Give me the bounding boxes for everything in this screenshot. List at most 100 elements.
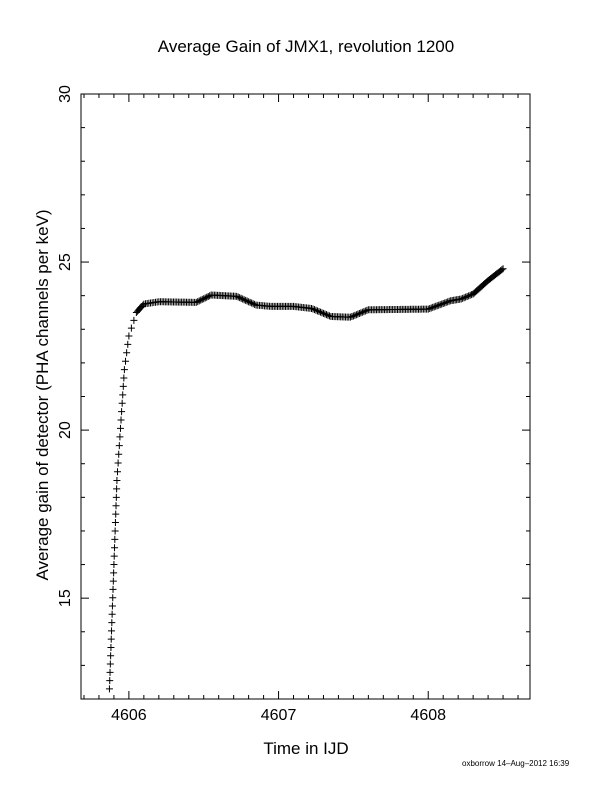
data-point (424, 305, 432, 313)
data-point (234, 293, 242, 301)
data-point (357, 309, 365, 317)
data-point (442, 298, 450, 306)
data-point (349, 312, 357, 320)
data-point (462, 293, 470, 301)
data-point (236, 294, 244, 302)
data-point (315, 308, 323, 316)
data-point (114, 459, 122, 467)
data-point (313, 307, 321, 315)
data-point (237, 294, 245, 302)
data-point (107, 635, 115, 643)
data-point (316, 308, 324, 316)
data-point (312, 306, 320, 314)
data-point (109, 585, 117, 593)
data-point (240, 296, 248, 304)
data-point (444, 298, 452, 306)
data-point (194, 298, 202, 306)
data-point (118, 408, 126, 416)
data-point (122, 357, 130, 365)
data-point (118, 399, 126, 407)
y-tick-label: 25 (57, 253, 74, 271)
data-point (114, 468, 122, 476)
data-point (109, 577, 117, 585)
data-point (111, 544, 119, 552)
data-point (251, 300, 259, 308)
data-point (435, 301, 443, 309)
data-point (427, 304, 435, 312)
footer-credit: oxborrow 14–Aug–2012 16:39 (462, 759, 570, 768)
data-point (307, 304, 315, 312)
data-point (457, 295, 465, 303)
data-point (426, 305, 434, 313)
data-point (106, 677, 114, 685)
data-point (358, 308, 366, 316)
data-point (433, 302, 441, 310)
data-point (110, 561, 118, 569)
data-point (360, 308, 368, 316)
data-point (116, 424, 124, 432)
x-axis-label: Time in IJD (263, 739, 348, 758)
y-tick-label: 30 (57, 85, 74, 103)
chart-title: Average Gain of JMX1, revolution 1200 (158, 37, 454, 56)
y-tick-label: 20 (57, 421, 74, 439)
data-point (108, 627, 116, 635)
data-point (109, 594, 117, 602)
data-point (115, 442, 123, 450)
data-point (310, 306, 318, 314)
data-point (466, 291, 474, 299)
data-point (106, 668, 114, 676)
data-point (459, 294, 467, 302)
data-point (110, 552, 118, 560)
x-tick-label: 4608 (410, 707, 446, 724)
data-point (119, 382, 127, 390)
plot-frame (80, 93, 531, 700)
data-point (113, 485, 121, 493)
data-point (111, 535, 119, 543)
data-point (463, 293, 471, 301)
data-point (465, 292, 473, 300)
data-point (355, 309, 363, 317)
data-point (352, 311, 360, 319)
data-point (430, 303, 438, 311)
data-point (204, 292, 212, 300)
data-point (195, 297, 203, 305)
data-point (107, 643, 115, 651)
data-point (243, 297, 251, 305)
data-point (363, 306, 371, 314)
data-point (429, 303, 437, 311)
data-point (460, 294, 468, 302)
data-point (117, 416, 125, 424)
data-point (110, 569, 118, 577)
data-point (439, 300, 447, 308)
data-point (249, 300, 257, 308)
data-point (192, 298, 200, 306)
data-point (245, 298, 253, 306)
data-point (125, 332, 133, 340)
data-point (319, 309, 327, 317)
data-point (115, 450, 123, 458)
x-tick-label: 4606 (111, 707, 147, 724)
tick-labels: 4606 4607 4608 15 20 25 30 (57, 85, 446, 724)
data-point (203, 293, 211, 301)
x-tick-label: 4607 (261, 707, 297, 724)
data-point (361, 307, 369, 315)
data-point (123, 349, 131, 357)
data-point (432, 302, 440, 310)
data-point (108, 619, 116, 627)
data-point (119, 391, 127, 399)
data-point (200, 295, 208, 303)
data-point (318, 309, 326, 317)
axis-ticks (81, 93, 530, 700)
y-tick-label: 15 (57, 589, 74, 607)
data-point (111, 527, 119, 535)
data-point (112, 502, 120, 510)
data-point (206, 292, 214, 300)
data-point (198, 295, 206, 303)
data-point (239, 295, 247, 303)
data-point (436, 301, 444, 309)
data-point (112, 510, 120, 518)
data-point (112, 493, 120, 501)
data-point (197, 296, 205, 304)
data-point (325, 312, 333, 320)
